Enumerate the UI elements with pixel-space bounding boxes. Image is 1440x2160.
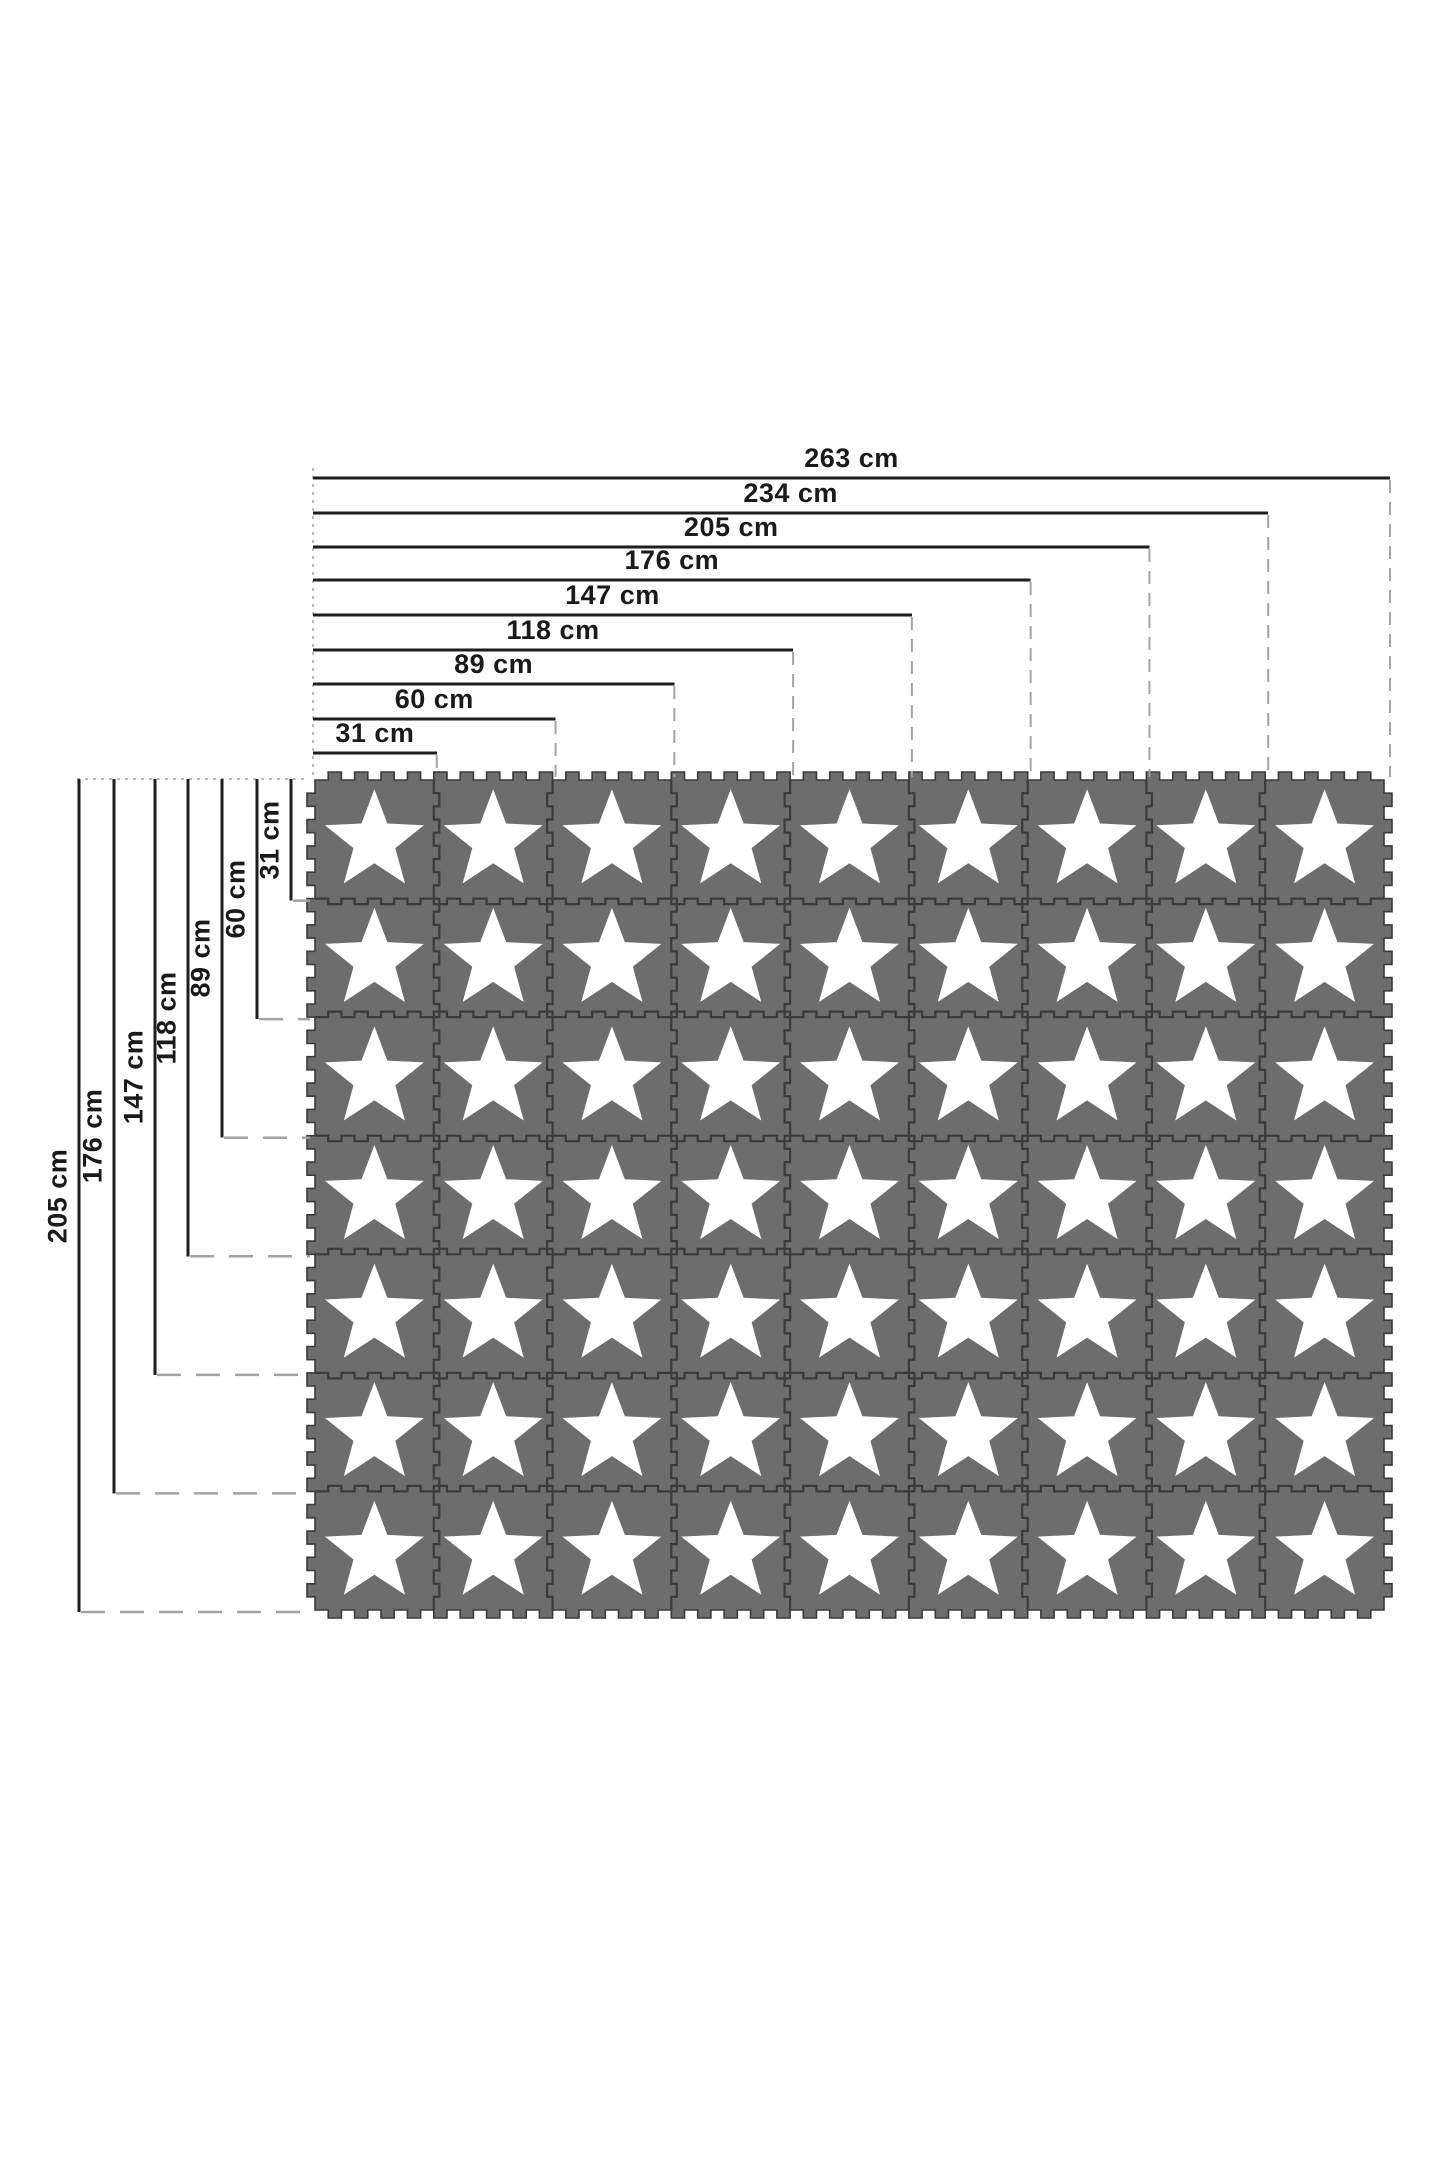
tile-seam — [315, 897, 1384, 906]
star-icon — [1037, 1382, 1137, 1477]
star-icon — [1156, 907, 1256, 1002]
tile-seam — [907, 780, 916, 1610]
star-icon — [681, 907, 781, 1002]
mat-star-tiles — [324, 789, 1375, 1595]
star-icon — [918, 907, 1018, 1002]
star-icon — [1275, 789, 1375, 884]
star-icon — [800, 1500, 899, 1595]
star-icon — [1037, 907, 1137, 1002]
star-icon — [1275, 1145, 1375, 1240]
star-icon — [918, 1263, 1018, 1358]
star-icon — [324, 1263, 424, 1358]
star-icon — [324, 1145, 424, 1240]
tile-seam — [432, 780, 441, 1610]
star-icon — [800, 1145, 899, 1240]
star-icon — [324, 1026, 424, 1121]
star-icon — [562, 1145, 662, 1240]
tile-seam — [670, 780, 678, 1610]
star-icon — [562, 1026, 662, 1121]
star-icon — [800, 1382, 899, 1477]
star-icon — [918, 789, 1018, 884]
star-icon — [1156, 1026, 1256, 1121]
star-icon — [1275, 1500, 1375, 1595]
star-icon — [562, 789, 662, 884]
star-icon — [324, 1500, 424, 1595]
tile-seam — [1145, 780, 1153, 1610]
star-icon — [443, 1382, 543, 1477]
star-icon — [918, 1026, 1018, 1121]
star-icon — [800, 907, 899, 1002]
tile-seams — [315, 780, 1384, 1610]
star-icon — [1275, 1026, 1375, 1121]
star-icon — [918, 1145, 1018, 1240]
star-icon — [443, 1145, 543, 1240]
star-icon — [681, 1026, 781, 1121]
star-icon — [324, 789, 424, 884]
star-icon — [681, 1382, 781, 1477]
star-icon — [324, 1382, 424, 1477]
star-icon — [681, 1263, 781, 1358]
star-icon — [562, 1263, 662, 1358]
star-icon — [1156, 1382, 1256, 1477]
star-icon — [681, 1145, 781, 1240]
star-icon — [1275, 1263, 1375, 1358]
star-icon — [1275, 1382, 1375, 1477]
star-icon — [1037, 1026, 1137, 1121]
star-icon — [1037, 789, 1137, 884]
star-icon — [1156, 789, 1256, 884]
star-icon — [562, 1382, 662, 1477]
tile-seam — [783, 780, 792, 1610]
tile-seam — [315, 1371, 1384, 1380]
tile-seam — [546, 780, 554, 1610]
star-icon — [1156, 1500, 1256, 1595]
star-icon — [443, 1263, 543, 1358]
star-icon — [800, 789, 899, 884]
star-icon — [1156, 1263, 1256, 1358]
star-icon — [800, 1026, 899, 1121]
tile-seam — [1021, 780, 1029, 1610]
star-icon — [562, 907, 662, 1002]
star-icon — [443, 789, 543, 884]
tile-seam — [315, 1134, 1384, 1143]
tile-seam — [315, 1010, 1384, 1019]
star-icon — [681, 1500, 781, 1595]
tile-seam — [1258, 780, 1267, 1610]
star-icon — [1156, 1145, 1256, 1240]
star-icon — [1275, 907, 1375, 1002]
tile-seam — [315, 1247, 1384, 1256]
star-icon — [1037, 1145, 1137, 1240]
star-icon — [324, 907, 424, 1002]
star-icon — [562, 1500, 662, 1595]
star-icon — [681, 789, 781, 884]
star-icon — [918, 1500, 1018, 1595]
star-icon — [443, 1026, 543, 1121]
star-icon — [918, 1382, 1018, 1477]
star-icon — [443, 907, 543, 1002]
star-icon — [800, 1263, 899, 1358]
star-icon — [1037, 1263, 1137, 1358]
star-icon — [1037, 1500, 1137, 1595]
tile-seam — [315, 1484, 1384, 1493]
star-icon — [443, 1500, 543, 1595]
